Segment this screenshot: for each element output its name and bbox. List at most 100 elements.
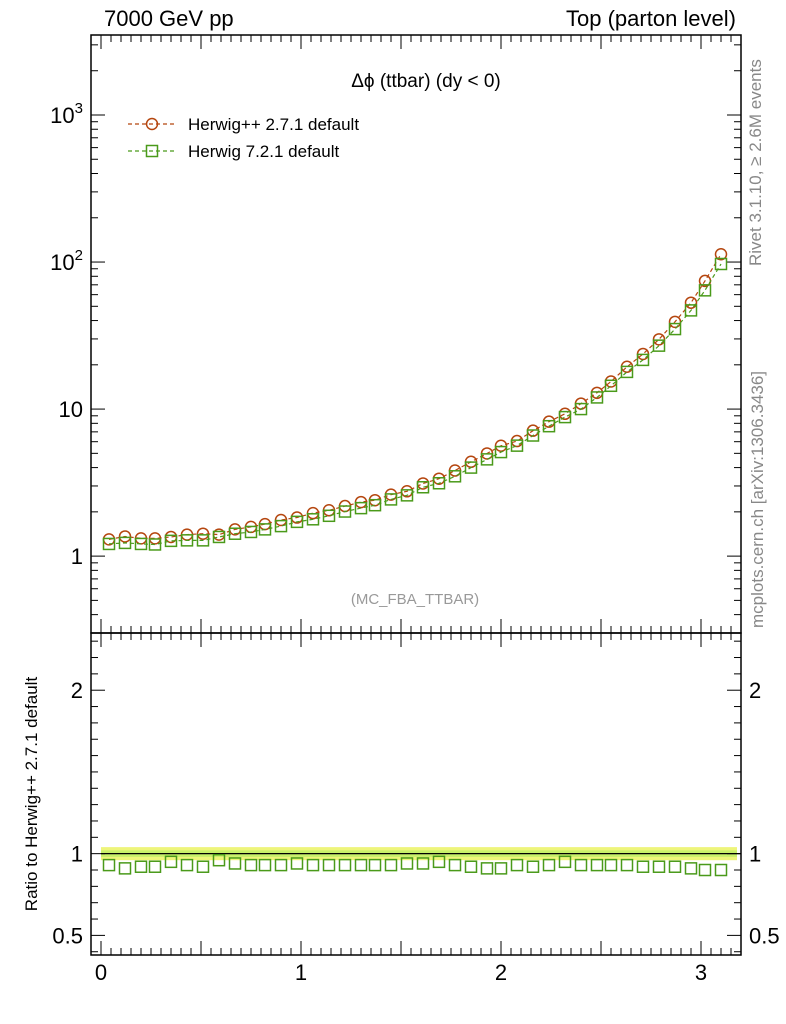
main-point [714, 257, 728, 271]
main-point [636, 353, 650, 367]
legend-marker [145, 117, 159, 131]
ratio-point [542, 858, 556, 872]
main-point [354, 501, 368, 515]
ratio-y-tick-label: 1 [71, 842, 83, 867]
main-point [416, 481, 430, 494]
ratio-panel-frame [90, 632, 742, 956]
main-point [338, 505, 352, 518]
main-point [684, 296, 698, 309]
ratio-point [368, 858, 382, 872]
ratio-y-tick-label-right: 0.5 [749, 923, 780, 948]
main-point [432, 477, 446, 490]
ratio-point [196, 860, 210, 873]
main-point [148, 538, 162, 551]
main-point [180, 534, 194, 547]
main-y-tick-label: 102 [50, 247, 83, 275]
main-point [164, 534, 178, 548]
main-point [102, 537, 116, 551]
ratio-point [432, 855, 446, 869]
main-point [542, 419, 556, 433]
main-point [212, 530, 226, 544]
main-point [494, 439, 508, 453]
main-point [574, 402, 588, 416]
ratio-point [480, 862, 494, 875]
ratio-point [510, 858, 524, 872]
ratio-point [338, 858, 352, 872]
ratio-point [384, 858, 398, 872]
ratio-point [684, 862, 698, 875]
ratio-point [448, 858, 462, 872]
main-point [368, 498, 382, 512]
ratio-point [244, 858, 258, 872]
main-point [494, 445, 508, 459]
main-point [400, 489, 414, 502]
x-tick-label: 3 [695, 960, 707, 985]
main-plot-title: Δϕ (ttbar) (dy < 0) [351, 71, 501, 92]
ratio-y-tick-label: 0.5 [52, 923, 83, 948]
main-point [526, 429, 540, 442]
ratio-point [416, 857, 430, 870]
ratio-point [306, 858, 320, 872]
main-point [698, 284, 712, 297]
legend-label: Herwig 7.2.1 default [188, 142, 339, 161]
ratio-y-tick-label-right: 2 [749, 678, 761, 703]
legend-marker [145, 144, 159, 158]
ratio-point [102, 858, 116, 872]
main-point [118, 530, 132, 543]
ratio-point [228, 857, 242, 870]
ratio-point [652, 860, 666, 873]
ratio-point [668, 860, 682, 873]
main-point [448, 470, 462, 483]
main-point [604, 375, 618, 388]
main-point [322, 509, 336, 523]
ratio-y-axis-label: Ratio to Herwig++ 2.7.1 default [22, 677, 41, 912]
ratio-point [698, 863, 712, 877]
ratio-point [604, 858, 618, 872]
x-tick-label: 1 [295, 960, 307, 985]
ratio-point [164, 855, 178, 869]
main-series-line [108, 253, 722, 540]
main-point [684, 304, 698, 317]
ratio-point [134, 860, 148, 873]
ratio-point [148, 860, 162, 873]
ratio-point [290, 857, 304, 870]
analysis-name-label: (MC_FBA_TTBAR) [351, 591, 479, 608]
ratio-point [464, 860, 478, 873]
main-point [510, 439, 524, 452]
main-point [258, 523, 272, 536]
main-point [510, 434, 524, 448]
main-y-tick-label: 1 [71, 544, 83, 569]
ratio-point [274, 858, 288, 872]
ratio-point [494, 862, 508, 875]
ratio-y-tick-label: 2 [71, 678, 83, 703]
main-point [620, 365, 634, 379]
main-point [118, 536, 132, 550]
main-point [196, 534, 210, 547]
main-point [714, 247, 728, 261]
main-series-line [108, 263, 722, 546]
legend-label: Herwig++ 2.7.1 default [188, 115, 359, 134]
main-point [416, 477, 430, 490]
main-point [480, 453, 494, 466]
x-tick-label: 2 [495, 960, 507, 985]
ratio-point [180, 858, 194, 872]
ratio-point [590, 858, 604, 872]
ratio-point [258, 858, 272, 872]
ratio-point [558, 855, 572, 869]
main-point [558, 410, 572, 424]
main-point [228, 527, 242, 540]
main-point [590, 391, 604, 404]
main-point [290, 515, 304, 529]
main-point [604, 379, 618, 393]
ratio-point [400, 857, 414, 870]
main-point [652, 333, 666, 346]
main-point [196, 527, 210, 540]
main-point [134, 537, 148, 551]
header-energy: 7000 GeV pp [104, 6, 234, 31]
main-point [464, 461, 478, 474]
main-point [306, 513, 320, 526]
ratio-point [574, 858, 588, 872]
ratio-point [212, 853, 226, 867]
header-process: Top (parton level) [566, 6, 736, 31]
